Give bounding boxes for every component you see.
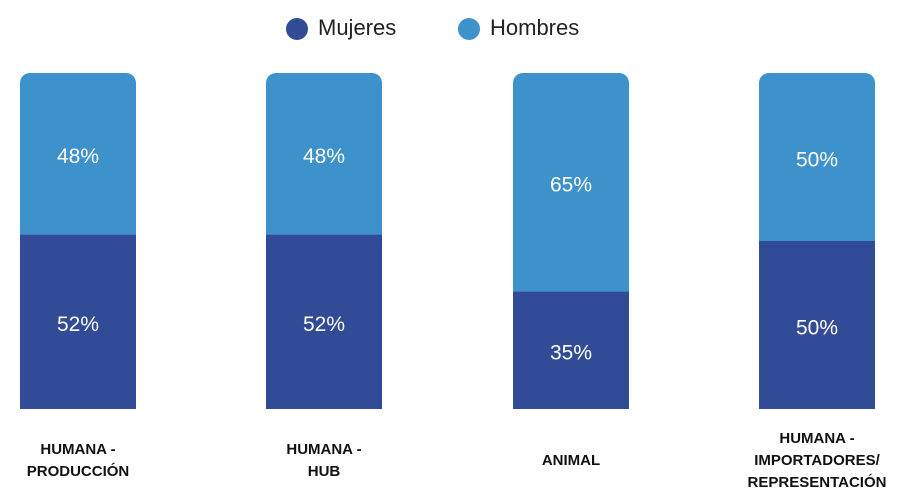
value-label: 52% <box>303 313 345 336</box>
category-label: HUMANA - PRODUCCIÓN <box>26 441 130 480</box>
legend-label: Mujeres <box>318 15 396 40</box>
bar-segment <box>513 291 629 409</box>
category-label: HUMANA - IMPORTADORES/ REPRESENTACIÓN <box>747 430 887 491</box>
bar-segment <box>266 73 382 235</box>
bar-segment <box>20 234 136 409</box>
legend-label: Hombres <box>490 15 579 40</box>
bar-segment <box>759 241 875 409</box>
value-label: 48% <box>303 145 345 168</box>
bar-segment <box>266 234 382 409</box>
bar-segment <box>513 73 629 292</box>
value-label: 50% <box>796 317 838 340</box>
bar-segment <box>759 73 875 241</box>
legend-swatch <box>286 18 308 40</box>
value-label: 50% <box>796 149 838 172</box>
value-label: 52% <box>57 313 99 336</box>
value-label: 48% <box>57 145 99 168</box>
category-label: ANIMAL <box>541 452 601 469</box>
category-label: HUMANA - HUB <box>286 441 362 480</box>
value-label: 35% <box>550 342 592 365</box>
value-label: 65% <box>550 174 592 197</box>
legend-swatch <box>458 18 480 40</box>
bar-segment <box>20 73 136 235</box>
